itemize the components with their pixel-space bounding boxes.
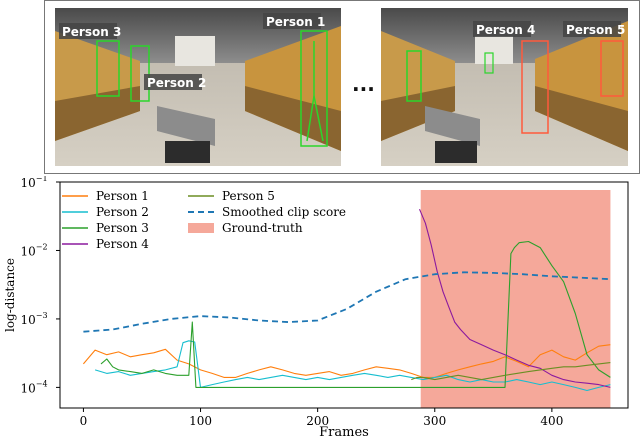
right-frame-labels: Person 4 Person 5 <box>473 21 625 37</box>
ground-truth-band <box>420 190 611 408</box>
legend-label-2: Person 2 <box>96 205 149 219</box>
legend: Person 1 Person 2 Person 3 Person 4 Person 5… <box>62 189 346 251</box>
series-line-1 <box>82 344 611 378</box>
person-5-label: Person 5 <box>566 23 625 37</box>
person-3-label: Person 3 <box>62 25 121 39</box>
series-layer <box>82 208 611 392</box>
legend-label-4: Person 4 <box>96 237 149 251</box>
y-tick-label: 10−4 <box>20 379 47 395</box>
y-tick-label: 10−1 <box>20 176 47 190</box>
axes <box>59 181 629 409</box>
legend-label-5: Person 5 <box>222 189 275 203</box>
x-tick-label: 100 <box>189 414 212 428</box>
person-4-label: Person 4 <box>476 23 535 37</box>
series-line-5 <box>411 362 611 381</box>
person-1-label: Person 1 <box>266 15 325 29</box>
frames-illustration: Person 3 Person 1 Person 2 ··· Person <box>55 8 628 166</box>
y-tick-label: 10−3 <box>20 311 47 327</box>
y-tick-label: 10−2 <box>20 242 47 258</box>
x-ticks: 0 100 200 300 400 <box>80 408 563 428</box>
legend-label-3: Person 3 <box>96 221 149 235</box>
legend-label-ground-truth: Ground-truth <box>222 221 303 235</box>
legend-swatch-ground-truth <box>188 223 214 233</box>
x-tick-label: 0 <box>80 414 88 428</box>
series-line-4 <box>418 208 611 388</box>
x-axis-label: Frames <box>319 425 369 436</box>
legend-label-1: Person 1 <box>96 189 149 203</box>
ellipsis: ··· <box>352 77 375 101</box>
right-frame <box>381 8 628 166</box>
left-frame-labels: Person 3 Person 1 Person 2 <box>59 13 325 90</box>
x-tick-label: 300 <box>423 414 446 428</box>
video-frames-panel: Person 3 Person 1 Person 2 ··· Person <box>44 0 640 174</box>
log-distance-chart: 0 100 200 300 400 10−1 10−2 10−3 10−4 Frames lo… <box>3 176 629 436</box>
person-2-label: Person 2 <box>147 76 206 90</box>
series-line-6 <box>83 271 611 333</box>
plot-frame <box>59 181 629 409</box>
y-ticks: 10−1 10−2 10−3 10−4 <box>20 176 60 395</box>
x-tick-label: 200 <box>306 414 329 428</box>
series-line-3 <box>100 240 611 388</box>
legend-label-6: Smoothed clip score <box>222 205 346 219</box>
x-tick-label: 400 <box>540 414 563 428</box>
series-line-2 <box>94 340 611 392</box>
y-axis-label: log-distance <box>3 258 17 332</box>
